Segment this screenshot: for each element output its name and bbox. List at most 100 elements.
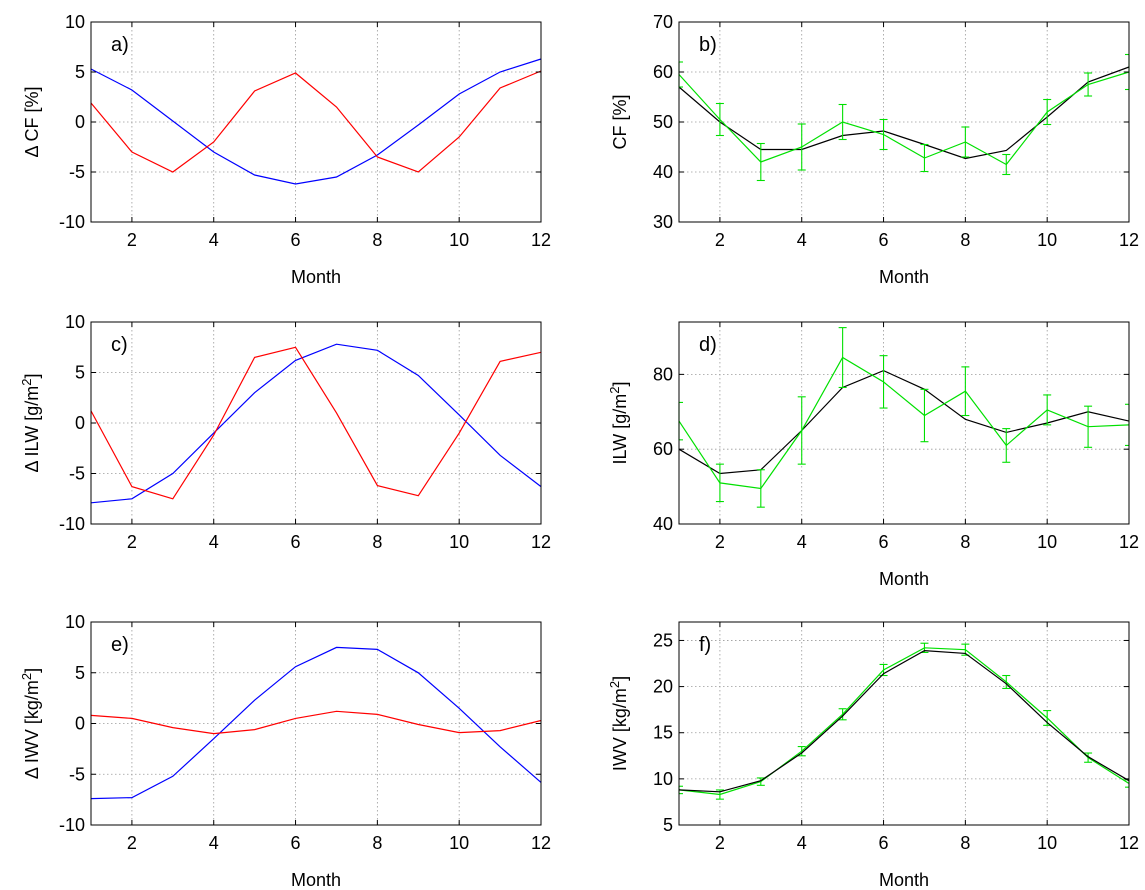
x-tick-label: 6 xyxy=(879,230,889,250)
grid xyxy=(679,622,1130,826)
y-axis-label: CF [%] xyxy=(610,94,630,149)
y-tick-label: -10 xyxy=(59,212,85,232)
y-axis-label-suffix: ] xyxy=(610,676,630,681)
x-tick-label: 8 xyxy=(960,532,970,552)
x-tick-label: 12 xyxy=(531,230,551,250)
series-0 xyxy=(90,646,542,800)
x-tick-label: 4 xyxy=(209,230,219,250)
x-tick-label: 12 xyxy=(1119,833,1139,853)
series-line xyxy=(90,346,542,500)
series-line xyxy=(90,710,542,735)
y-tick-label: -5 xyxy=(69,464,85,484)
grid xyxy=(91,621,542,826)
x-tick-label: 8 xyxy=(372,532,382,552)
y-tick-label: 5 xyxy=(75,663,85,683)
series-line xyxy=(90,70,542,173)
y-axis-label-sup: 2 xyxy=(607,387,622,394)
y-axis-label: IWV [kg/m2] xyxy=(607,676,631,771)
y-axis-label-sup: 2 xyxy=(19,379,34,386)
x-tick-label: 12 xyxy=(1119,532,1139,552)
series-0 xyxy=(90,343,542,504)
y-tick-label: 10 xyxy=(653,769,673,789)
ticks: 2 4 6 8 10 12 -10 -5 0 5 10 xyxy=(59,612,551,853)
x-tick-label: 2 xyxy=(715,230,725,250)
x-tick-label: 4 xyxy=(797,532,807,552)
x-tick-label: 4 xyxy=(797,230,807,250)
y-tick-label: 60 xyxy=(653,62,673,82)
x-tick-label: 12 xyxy=(531,532,551,552)
panel-label: d) xyxy=(699,334,717,356)
y-axis-label-main: Δ ILW [g/m xyxy=(22,386,42,473)
series-line xyxy=(90,646,542,800)
y-tick-label: 40 xyxy=(653,514,673,534)
series-1 xyxy=(678,649,1130,793)
ticks: 2 4 6 8 10 12 30 40 50 60 70 xyxy=(653,12,1139,250)
y-tick-label: 15 xyxy=(653,723,673,743)
x-tick-label: 10 xyxy=(449,833,469,853)
series-line xyxy=(678,71,1130,166)
y-axis-label-suffix: ] xyxy=(22,374,42,379)
x-tick-label: 6 xyxy=(291,230,301,250)
y-tick-label: 25 xyxy=(653,630,673,650)
y-axis-label-sup: 2 xyxy=(607,681,622,688)
plot-area: 2 4 6 8 10 12 -10 -5 0 5 10 xyxy=(59,612,551,853)
ticks: 2 4 6 8 10 12 5 10 15 20 25 xyxy=(653,622,1139,853)
y-axis-label-sup: 2 xyxy=(19,673,34,680)
y-tick-label: 20 xyxy=(653,677,673,697)
ticks: 2 4 6 8 10 12 -10 -5 0 5 10 xyxy=(59,312,551,552)
y-axis-label: Δ IWV [kg/m2] xyxy=(19,668,43,779)
grid xyxy=(679,322,1130,525)
y-axis-label-suffix: ] xyxy=(610,382,630,387)
x-tick-label: 10 xyxy=(1037,532,1057,552)
x-tick-label: 4 xyxy=(209,532,219,552)
y-axis-label-main: ILW [g/m xyxy=(610,394,630,465)
x-tick-label: 6 xyxy=(879,833,889,853)
panel-label: a) xyxy=(111,34,129,56)
y-tick-label: 10 xyxy=(65,312,85,332)
y-tick-label: 60 xyxy=(653,439,673,459)
y-axis-label-main: IWV [kg/m xyxy=(610,688,630,771)
y-axis-label-main: Δ IWV [kg/m xyxy=(22,680,42,779)
y-axis-label-suffix: ] xyxy=(22,668,42,673)
y-tick-label: 30 xyxy=(653,212,673,232)
x-tick-label: 2 xyxy=(715,532,725,552)
series-0 xyxy=(678,642,1130,800)
x-tick-label: 2 xyxy=(127,833,137,853)
y-axis-label-main: CF [%] xyxy=(610,94,630,149)
y-tick-label: -10 xyxy=(59,815,85,835)
x-tick-label: 4 xyxy=(209,833,219,853)
grid xyxy=(679,21,1130,223)
x-tick-label: 6 xyxy=(291,532,301,552)
y-axis-label-main: Δ CF [%] xyxy=(22,86,42,157)
y-tick-label: 40 xyxy=(653,162,673,182)
ticks: 2 4 6 8 10 12 -10 -5 0 5 10 xyxy=(59,12,551,250)
y-tick-label: 50 xyxy=(653,112,673,132)
plot-area: 2 4 6 8 10 12 30 40 50 60 70 xyxy=(653,12,1139,250)
panel-label: e) xyxy=(111,634,129,656)
y-tick-label: 5 xyxy=(75,363,85,383)
series-line xyxy=(90,343,542,504)
y-tick-label: 70 xyxy=(653,12,673,32)
series-line xyxy=(678,649,1130,793)
axes-frame xyxy=(678,321,1130,525)
x-tick-label: 10 xyxy=(449,532,469,552)
x-tick-label: 2 xyxy=(715,833,725,853)
x-tick-label: 10 xyxy=(1037,230,1057,250)
y-tick-label: 10 xyxy=(65,612,85,632)
series-1 xyxy=(678,327,1130,508)
series-line xyxy=(678,66,1130,160)
x-tick-label: 4 xyxy=(797,833,807,853)
y-tick-label: 0 xyxy=(75,413,85,433)
x-tick-label: 8 xyxy=(960,833,970,853)
series-0 xyxy=(678,66,1130,160)
y-axis-label: Δ ILW [g/m2] xyxy=(19,374,43,473)
x-tick-label: 10 xyxy=(1037,833,1057,853)
x-axis-label: Month xyxy=(291,267,341,287)
panel-a: 2 4 6 8 10 12 -10 -5 0 5 10 a) Month Δ CF [%] xyxy=(22,12,551,287)
y-tick-label: 10 xyxy=(65,12,85,32)
